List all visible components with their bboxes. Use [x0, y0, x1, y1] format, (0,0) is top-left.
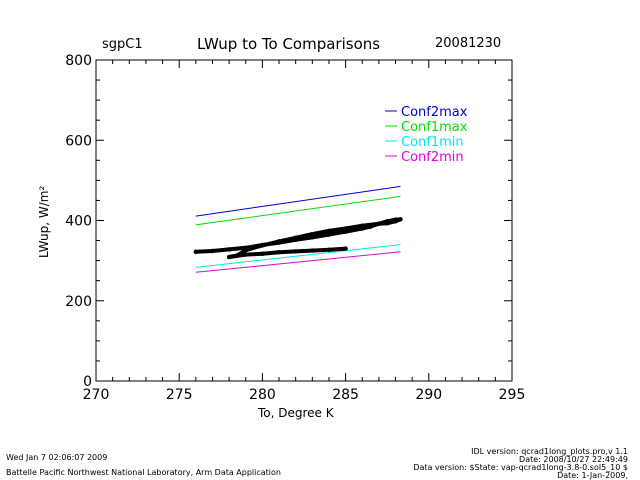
- observation-point: [293, 235, 298, 240]
- x-axis-title: To, Degree K: [258, 406, 334, 420]
- legend-label: Conf2min: [401, 150, 464, 165]
- observation-point: [326, 247, 332, 252]
- y-tick-label: 800: [65, 53, 92, 69]
- observation-point: [368, 224, 373, 229]
- observation-point: [343, 226, 348, 231]
- y-tick-label: 0: [83, 374, 92, 390]
- x-tick-label: 295: [499, 387, 526, 403]
- observation-point: [310, 231, 315, 237]
- observation-point: [260, 251, 265, 257]
- legend-label: Conf2max: [401, 105, 468, 120]
- observation-point: [385, 221, 390, 226]
- observation-point: [193, 249, 199, 254]
- series-line-conf2min: [195, 251, 401, 273]
- date-label: 20081230: [435, 36, 502, 51]
- series-lines: [195, 185, 401, 273]
- observation-point: [260, 243, 265, 248]
- plot-axes: 270 275 280 285 290 295 0 200 400 600 800: [65, 53, 525, 403]
- x-tick-label: 275: [166, 387, 193, 403]
- observation-point: [293, 249, 298, 254]
- legend-label: Conf1min: [401, 135, 464, 150]
- y-tick-label: 600: [65, 133, 92, 149]
- observation-trace: [193, 217, 403, 259]
- observation-point: [235, 253, 240, 258]
- series-line-conf2max: [195, 185, 401, 217]
- observation-point: [310, 248, 315, 253]
- observation-point: [360, 223, 365, 228]
- observation-point: [376, 221, 382, 226]
- series-line-conf1max: [195, 195, 401, 226]
- x-tick-label: 270: [83, 387, 110, 403]
- y-tick-label: 400: [65, 214, 92, 230]
- observation-point: [210, 248, 215, 254]
- observation-point: [226, 247, 232, 252]
- x-tick-label: 285: [332, 387, 359, 403]
- footer-idl-date: Date: 2008/10/27 22:49:49: [519, 455, 628, 464]
- observation-point: [243, 247, 248, 253]
- observation-point: [243, 252, 248, 257]
- footer-idl-version: IDL version: qcrad1long_plots.pro,v 1.1: [471, 447, 628, 456]
- x-tick-label: 290: [415, 387, 442, 403]
- observation-point: [276, 249, 282, 255]
- footer-timestamp: Wed Jan 7 02:06:07 2009: [6, 453, 108, 462]
- footer-data-version: Data version: $State: vap-qcrad1long-3.8…: [413, 463, 628, 472]
- site-label: sgpC1: [102, 37, 143, 52]
- observation-point: [343, 229, 348, 234]
- observation-point: [326, 228, 332, 234]
- footer-data-date: Date: 1-Jan-2009,: [557, 471, 628, 480]
- y-axis-title: LWup, W/m²: [37, 185, 51, 258]
- footer-lab: Battelle Pacific Northwest National Labo…: [6, 468, 281, 477]
- x-tick-label: 280: [249, 387, 276, 403]
- observation-point: [398, 217, 403, 222]
- observation-point: [276, 239, 282, 244]
- observation-point: [393, 219, 398, 224]
- observation-point: [310, 235, 315, 240]
- legend-label: Conf1max: [401, 120, 468, 135]
- observations: [193, 217, 403, 260]
- series-line-conf1min: [195, 244, 401, 268]
- observation-point: [343, 246, 348, 251]
- chart-title: LWup to To Comparisons: [197, 35, 381, 53]
- observation-point: [326, 232, 332, 237]
- observation-point: [226, 254, 232, 260]
- y-axis-title-text: LWup, W/m²: [37, 185, 51, 258]
- y-tick-label: 200: [65, 294, 92, 310]
